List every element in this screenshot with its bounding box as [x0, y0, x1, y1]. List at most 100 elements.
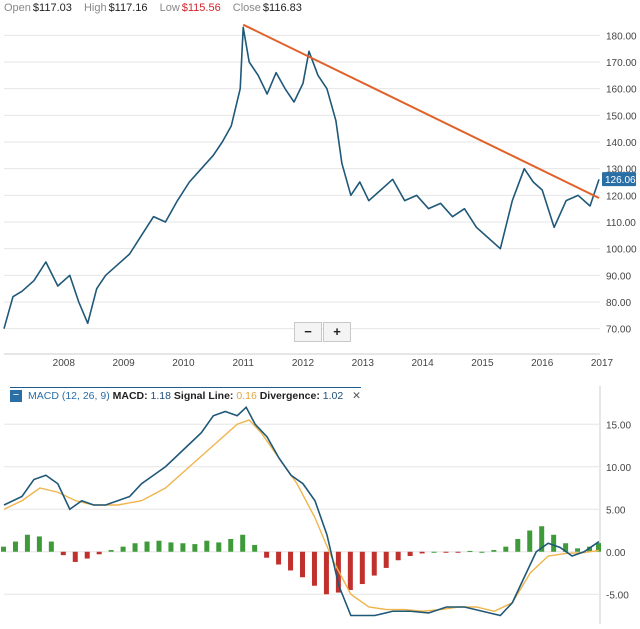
divergence-bar — [491, 550, 497, 552]
divergence-bar — [419, 551, 425, 554]
macd-y-tick-label: -5.00 — [606, 590, 629, 601]
divergence-bar — [443, 551, 449, 553]
macd-label: MACD: — [112, 390, 148, 402]
divergence-bar — [48, 541, 54, 552]
divergence-bar — [156, 540, 162, 552]
x-tick-label: 2015 — [471, 358, 494, 369]
divergence-bar — [276, 551, 282, 565]
divergence-bar — [1, 546, 6, 552]
high-label: High — [83, 2, 107, 14]
y-tick-label: 110.00 — [606, 218, 636, 229]
divergence-bar — [455, 551, 461, 553]
signal-label: Signal Line: — [173, 390, 234, 402]
price-chart: 70.0080.0090.00100.00110.00120.00130.001… — [3, 23, 637, 369]
divergence-bar — [467, 550, 473, 552]
macd-y-tick-label: 15.00 — [606, 420, 631, 431]
last-price-label: 126.06 — [605, 175, 636, 186]
divergence-bar — [431, 551, 437, 553]
divergence-bar — [216, 542, 222, 552]
signal-value: 0.16 — [236, 390, 257, 402]
divergence-bar — [371, 551, 377, 576]
divergence-bar — [563, 543, 569, 552]
divergence-bar — [539, 526, 545, 552]
divergence-bar — [300, 551, 305, 578]
divergence-bar — [264, 551, 270, 558]
divergence-bar — [84, 551, 90, 559]
x-tick-label: 2011 — [232, 358, 254, 369]
macd-legend: − MACD (12, 26, 9) MACD: 1.18 Signal Line… — [10, 387, 361, 403]
divergence-bar — [240, 534, 246, 552]
open-value: $117.03 — [32, 2, 72, 14]
divergence-bar — [587, 546, 593, 552]
x-tick-label: 2010 — [172, 358, 195, 369]
macd-chart: 15.00 10.00 5.00 0.00 -5.00 — [1, 386, 631, 624]
divergence-bar — [180, 543, 186, 552]
y-tick-label: 90.00 — [606, 271, 631, 282]
divergence-bar — [347, 551, 353, 590]
y-tick-label: 80.00 — [606, 298, 631, 309]
open-label: Open — [4, 2, 31, 14]
divergence-bar — [503, 546, 509, 552]
y-tick-label: 100.00 — [606, 245, 637, 256]
divergence-bar — [551, 534, 557, 552]
divergence-bar — [359, 551, 365, 585]
divergence-value: 1.02 — [322, 390, 344, 402]
trend-line — [242, 23, 600, 199]
divergence-bar — [12, 541, 18, 552]
divergence-bar — [24, 534, 30, 552]
divergence-bar — [395, 551, 401, 561]
divergence-bar — [479, 551, 485, 553]
y-tick-label: 140.00 — [606, 138, 637, 149]
divergence-bar — [311, 551, 317, 586]
close-label: Close — [232, 2, 261, 14]
divergence-bar — [575, 548, 581, 552]
divergence-bar — [36, 536, 42, 552]
high-value: $117.16 — [108, 2, 148, 14]
x-tick-label: 2012 — [292, 358, 315, 369]
y-tick-label: 130.00 — [606, 165, 637, 176]
divergence-bar — [60, 551, 66, 556]
x-tick-label: 2009 — [112, 358, 135, 369]
y-tick-label: 150.00 — [606, 111, 637, 122]
close-icon[interactable]: ✕ — [352, 390, 361, 402]
x-tick-label: 2008 — [53, 358, 76, 369]
divergence-bar — [335, 551, 341, 593]
y-tick-label: 180.00 — [606, 31, 637, 42]
y-tick-label: 170.00 — [606, 58, 637, 69]
macd-y-tick-label: 5.00 — [606, 505, 626, 516]
signal-line — [3, 419, 600, 612]
zoom-in-button[interactable]: + — [323, 322, 351, 342]
zoom-out-button[interactable]: − — [294, 322, 322, 342]
ohlc-header: Open $117.03 High $117.16 Low $115.56 Close… — [4, 2, 311, 14]
macd-line — [3, 405, 600, 617]
divergence-bar — [407, 551, 413, 556]
macd-y-tick-label: 0.00 — [606, 548, 626, 559]
x-tick-label: 2014 — [411, 358, 434, 369]
divergence-bar — [323, 551, 329, 595]
collapse-panel-button[interactable]: − — [10, 390, 22, 403]
divergence-bar — [120, 546, 126, 552]
divergence-bar — [204, 540, 210, 552]
divergence-bar — [192, 544, 198, 552]
y-tick-label: 160.00 — [606, 85, 637, 96]
divergence-bar — [515, 539, 521, 552]
x-tick-label: 2013 — [352, 358, 375, 369]
divergence-bar — [168, 542, 174, 552]
close-value: $116.83 — [262, 2, 302, 14]
low-value: $115.56 — [181, 2, 221, 14]
macd-y-tick-label: 10.00 — [606, 463, 631, 474]
divergence-bar — [228, 539, 234, 552]
divergence-bar — [288, 551, 294, 571]
divergence-bar — [72, 551, 78, 562]
divergence-bar — [108, 550, 114, 552]
price-line — [3, 26, 600, 329]
divergence-bar — [132, 543, 138, 552]
divergence-label: Divergence: — [259, 390, 320, 402]
divergence-bar — [596, 543, 602, 552]
x-tick-label: 2016 — [531, 358, 554, 369]
x-tick-label: 2017 — [591, 358, 614, 369]
macd-value: 1.18 — [150, 390, 171, 402]
y-tick-label: 70.00 — [606, 325, 631, 336]
macd-indicator-name: MACD (12, 26, 9) — [28, 390, 110, 402]
divergence-bar — [383, 551, 389, 568]
